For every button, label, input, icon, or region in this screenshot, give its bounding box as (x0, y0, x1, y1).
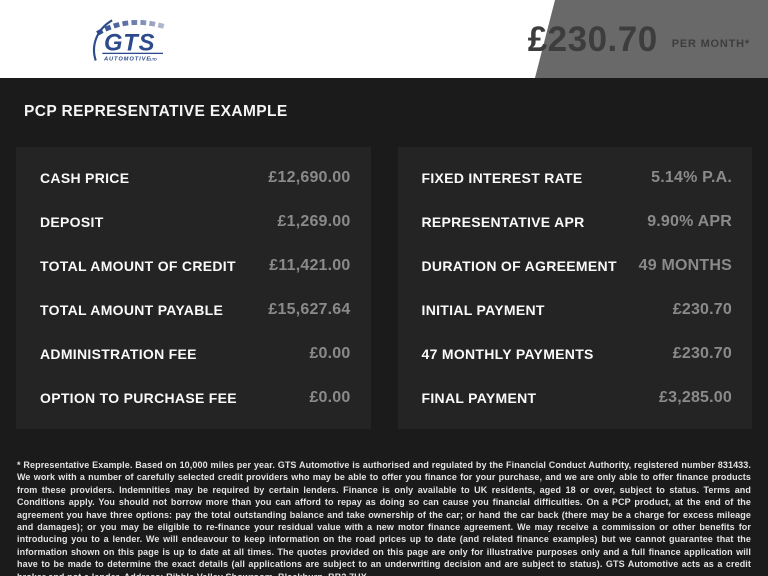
finance-label: REPRESENTATIVE APR (421, 214, 585, 230)
finance-value: 49 MONTHS (638, 257, 732, 274)
finance-panel-right: FIXED INTEREST RATE 5.14% P.A. REPRESENT… (397, 147, 752, 429)
finance-row-representative-apr: REPRESENTATIVE APR 9.90% APR (422, 213, 733, 231)
finance-row-deposit: DEPOSIT £1,269.00 (40, 213, 351, 231)
monthly-price: £230.70 PER MONTH* (528, 0, 750, 78)
finance-label: TOTAL AMOUNT PAYABLE (40, 302, 224, 318)
finance-row-total-credit: TOTAL AMOUNT OF CREDIT £11,421.00 (40, 257, 351, 275)
finance-label: DEPOSIT (40, 214, 104, 230)
finance-row-fixed-interest-rate: FIXED INTEREST RATE 5.14% P.A. (422, 169, 733, 187)
finance-value: £11,421.00 (269, 257, 351, 274)
finance-label: OPTION TO PURCHASE FEE (40, 390, 237, 406)
logo-underline (102, 52, 163, 55)
finance-label: 47 MONTHLY PAYMENTS (421, 346, 594, 362)
finance-value: 5.14% P.A. (651, 169, 732, 186)
finance-row-total-payable: TOTAL AMOUNT PAYABLE £15,627.64 (40, 301, 351, 319)
page-title: PCP REPRESENTATIVE EXAMPLE (24, 103, 288, 120)
header: GTS AUTOMOTIVE LTD £230.70 PER MONTH* (0, 0, 768, 78)
finance-value: £0.00 (309, 345, 351, 362)
finance-value: £3,285.00 (659, 389, 732, 406)
finance-row-cash-price: CASH PRICE £12,690.00 (40, 169, 351, 187)
finance-label: FINAL PAYMENT (421, 390, 537, 406)
finance-value: £1,269.00 (277, 213, 351, 230)
logo-swoosh-icon (92, 19, 113, 61)
finance-value: £15,627.64 (268, 301, 351, 318)
monthly-price-period: PER MONTH* (671, 38, 750, 50)
finance-value: 9.90% APR (647, 213, 732, 230)
finance-value: £230.70 (672, 301, 732, 318)
finance-row-final-payment: FINAL PAYMENT £3,285.00 (422, 389, 733, 407)
finance-value: £12,690.00 (268, 169, 351, 186)
logo-suffix: LTD (150, 58, 157, 62)
finance-panels: CASH PRICE £12,690.00 DEPOSIT £1,269.00 … (16, 147, 752, 429)
finance-value: £0.00 (309, 389, 351, 406)
finance-panel-left: CASH PRICE £12,690.00 DEPOSIT £1,269.00 … (16, 147, 371, 429)
representative-example-disclaimer: * Representative Example. Based on 10,00… (17, 460, 751, 576)
logo-subtitle: AUTOMOTIVE (103, 57, 151, 63)
finance-label: TOTAL AMOUNT OF CREDIT (40, 258, 236, 274)
finance-row-admin-fee: ADMINISTRATION FEE £0.00 (40, 345, 351, 363)
monthly-price-amount: £230.70 (527, 19, 658, 59)
finance-value: £230.70 (672, 345, 732, 362)
finance-row-duration: DURATION OF AGREEMENT 49 MONTHS (422, 257, 733, 275)
finance-row-option-to-purchase-fee: OPTION TO PURCHASE FEE £0.00 (40, 389, 351, 407)
finance-row-monthly-payments: 47 MONTHLY PAYMENTS £230.70 (422, 345, 733, 363)
finance-label: CASH PRICE (40, 170, 130, 186)
finance-label: FIXED INTEREST RATE (421, 170, 583, 186)
finance-label: DURATION OF AGREEMENT (421, 258, 617, 274)
logo-wordmark: GTS (104, 30, 155, 57)
finance-label: ADMINISTRATION FEE (40, 346, 197, 362)
finance-row-initial-payment: INITIAL PAYMENT £230.70 (422, 301, 733, 319)
finance-label: INITIAL PAYMENT (421, 302, 545, 318)
gts-automotive-logo: GTS AUTOMOTIVE LTD (92, 19, 167, 63)
speedometer-ticks-icon (96, 20, 167, 36)
